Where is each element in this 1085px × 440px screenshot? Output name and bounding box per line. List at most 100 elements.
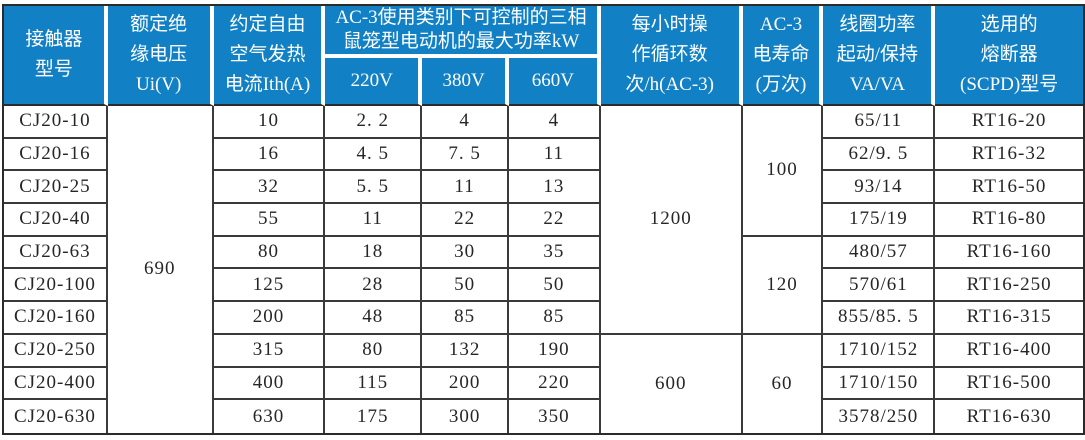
cell-p220: 18 — [325, 236, 423, 270]
cell-p660: 11 — [508, 138, 601, 172]
table-body: CJ20-10 690 10 2. 2 4 4 1200 100 65/11 R… — [4, 106, 1083, 433]
cell-p220: 28 — [325, 269, 423, 303]
header-cycles-per-hour: 每小时操 作循环数 次/h(AC-3) — [600, 6, 743, 106]
cell-ith: 125 — [213, 269, 326, 303]
cell-p220: 2. 2 — [325, 106, 423, 139]
header-line: Ui(V) — [135, 74, 182, 95]
cell-model: CJ20-25 — [4, 171, 108, 205]
header-line: 空气发热 — [229, 44, 306, 65]
cell-p660: 85 — [508, 302, 601, 335]
cell-model: CJ20-63 — [4, 236, 108, 270]
cell-life-top: 100 — [742, 106, 824, 237]
cell-p660: 22 — [508, 204, 601, 237]
table-row: CJ20-10 690 10 2. 2 4 4 1200 100 65/11 R… — [4, 106, 1083, 433]
cell-insulation-voltage: 690 — [107, 106, 214, 433]
header-electrical-life: AC-3 电寿命 (万次) — [742, 6, 824, 106]
cell-p380: 85 — [422, 302, 509, 335]
header-line: 选用的 — [980, 14, 1038, 35]
cell-coil: 93/14 — [823, 171, 936, 205]
header-line: (万次) — [755, 74, 807, 95]
header-220v: 220V — [325, 58, 423, 106]
cell-p660: 13 — [508, 171, 601, 205]
cell-fuse: RT16-315 — [935, 302, 1083, 335]
cell-ith: 315 — [213, 334, 326, 368]
table-row: CJ20-630 630 175 300 350 3578/250 RT16-6… — [4, 400, 1083, 433]
cell-ith: 10 — [213, 106, 326, 139]
cell-fuse: RT16-32 — [935, 138, 1083, 172]
header-insulation-voltage: 额定绝 缘电压 Ui(V) — [107, 6, 214, 106]
cell-fuse: RT16-400 — [935, 334, 1083, 368]
header-line: 缘电压 — [130, 44, 188, 65]
cell-p660: 220 — [508, 367, 601, 401]
cell-model: CJ20-250 — [4, 334, 108, 368]
table-row: CJ20-63 80 18 30 35 120 480/57 RT16-160 — [4, 236, 1083, 335]
header-line: AC-3使用类别下可控制的三相 — [335, 7, 587, 28]
header-power-group: AC-3使用类别下可控制的三相 鼠笼型电动机的最大功率kW — [325, 6, 601, 58]
cell-p220: 11 — [325, 204, 423, 237]
cell-fuse: RT16-500 — [935, 367, 1083, 401]
cell-fuse: RT16-630 — [935, 400, 1083, 433]
cell-coil: 1710/150 — [823, 367, 936, 401]
header-line: VA/VA — [849, 74, 905, 95]
header-line: 电流Ith(A) — [224, 74, 311, 95]
contactor-spec-table: 接触器 型号 额定绝 缘电压 Ui(V) 约定自由 空气发热 电流Ith(A) … — [4, 6, 1083, 433]
table-header: 接触器 型号 额定绝 缘电压 Ui(V) 约定自由 空气发热 电流Ith(A) … — [4, 6, 1083, 106]
cell-coil: 480/57 — [823, 236, 936, 270]
cell-model: CJ20-630 — [4, 400, 108, 433]
cell-ith: 16 — [213, 138, 326, 172]
header-660v: 660V — [508, 58, 601, 106]
cell-coil: 570/61 — [823, 269, 936, 303]
cell-coil: 175/19 — [823, 204, 936, 237]
cell-cycles-top: 1200 — [600, 106, 743, 335]
header-line: AC-3 — [759, 14, 803, 35]
header-line: 次/h(AC-3) — [625, 74, 715, 95]
contactor-spec-table-wrap: 接触器 型号 额定绝 缘电压 Ui(V) 约定自由 空气发热 电流Ith(A) … — [2, 4, 1085, 435]
header-line: 起动/保持 — [836, 44, 918, 65]
cell-fuse: RT16-50 — [935, 171, 1083, 205]
header-380v: 380V — [422, 58, 509, 106]
cell-model: CJ20-160 — [4, 302, 108, 335]
cell-coil: 65/11 — [823, 106, 936, 139]
cell-p660: 50 — [508, 269, 601, 303]
cell-cycles-bottom: 600 — [600, 334, 743, 433]
table-row: CJ20-40 55 11 22 22 175/19 RT16-80 — [4, 204, 1083, 237]
header-coil-power: 线圈功率 起动/保持 VA/VA — [823, 6, 936, 106]
cell-p660: 35 — [508, 236, 601, 270]
cell-p660: 350 — [508, 400, 601, 433]
cell-p380: 50 — [422, 269, 509, 303]
header-line: 作循环数 — [631, 44, 708, 65]
cell-p380: 7. 5 — [422, 138, 509, 172]
header-line: 约定自由 — [229, 14, 306, 35]
cell-model: CJ20-40 — [4, 204, 108, 237]
cell-ith: 200 — [213, 302, 326, 335]
cell-ith: 32 — [213, 171, 326, 205]
cell-model: CJ20-100 — [4, 269, 108, 303]
cell-p660: 4 — [508, 106, 601, 139]
header-row-group: 接触器 型号 额定绝 缘电压 Ui(V) 约定自由 空气发热 电流Ith(A) … — [4, 6, 1083, 106]
cell-coil: 62/9. 5 — [823, 138, 936, 172]
header-line: 额定绝 — [130, 14, 188, 35]
table-row: CJ20-25 32 5. 5 11 13 93/14 RT16-50 — [4, 171, 1083, 205]
header-line: 鼠笼型电动机的最大功率kW — [342, 31, 580, 52]
cell-model: CJ20-16 — [4, 138, 108, 172]
cell-p220: 175 — [325, 400, 423, 433]
cell-ith: 80 — [213, 236, 326, 270]
header-fuse-type: 选用的 熔断器 (SCPD)型号 — [935, 6, 1083, 106]
cell-p380: 300 — [422, 400, 509, 433]
cell-coil: 855/85. 5 — [823, 302, 936, 335]
cell-p380: 22 — [422, 204, 509, 237]
cell-life-mid: 120 — [742, 236, 824, 335]
cell-coil: 1710/152 — [823, 334, 936, 368]
cell-ith: 55 — [213, 204, 326, 237]
cell-p220: 80 — [325, 334, 423, 368]
header-line: 熔断器 — [980, 44, 1038, 65]
cell-p220: 48 — [325, 302, 423, 335]
cell-p380: 30 — [422, 236, 509, 270]
cell-fuse: RT16-20 — [935, 106, 1083, 139]
cell-fuse: RT16-250 — [935, 269, 1083, 303]
header-row-sub: 220V 380V 660V — [4, 58, 1083, 106]
header-line: 型号 — [34, 59, 73, 80]
cell-p380: 200 — [422, 367, 509, 401]
cell-ith: 630 — [213, 400, 326, 433]
header-thermal-current: 约定自由 空气发热 电流Ith(A) — [213, 6, 326, 106]
